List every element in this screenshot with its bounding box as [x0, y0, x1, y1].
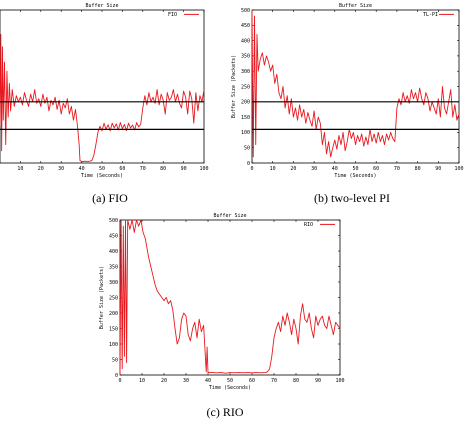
- legend-label: RIO: [304, 222, 313, 228]
- y-tick-label: 200: [241, 100, 250, 106]
- y-tick-label: 150: [109, 326, 118, 332]
- caption-two-level-pi: (b) two-level PI: [314, 191, 390, 205]
- x-tick-label: 0: [118, 378, 121, 384]
- y-tick-label: 250: [241, 84, 250, 90]
- chart-title: Buffer Size: [85, 3, 118, 9]
- x-tick-label: 20: [161, 378, 167, 384]
- x-tick-label: 40: [79, 166, 85, 172]
- y-tick-label: 500: [109, 218, 118, 224]
- x-tick-label: 90: [315, 378, 321, 384]
- y-tick-label: 0: [115, 373, 118, 379]
- chart-title: Buffer Size: [213, 213, 246, 219]
- x-tick-label: 40: [332, 166, 338, 172]
- x-axis-label: Time (Seconds): [209, 385, 251, 391]
- y-tick-label: 0: [247, 161, 250, 167]
- legend-label: TL-PI: [423, 12, 438, 18]
- x-tick-label: 10: [139, 378, 145, 384]
- x-tick-label: 70: [271, 378, 277, 384]
- x-tick-label: 50: [227, 378, 233, 384]
- x-tick-label: 80: [415, 166, 421, 172]
- x-tick-label: 80: [293, 378, 299, 384]
- x-tick-label: 20: [38, 166, 44, 172]
- y-tick-label: 150: [241, 115, 250, 121]
- x-tick-label: 50: [352, 166, 358, 172]
- y-axis-label: Buffer Size (Packets): [231, 55, 237, 118]
- x-axis-label: Time (Seconds): [334, 173, 376, 179]
- y-tick-label: 350: [109, 264, 118, 270]
- x-tick-label: 60: [373, 166, 379, 172]
- chart-rio: Buffer Size 0 10 20 30 40 50 60 70 80 90 100 0 50 100 1…: [99, 213, 345, 391]
- series-line: [119, 219, 341, 376]
- x-tick-label: 60: [249, 378, 255, 384]
- x-tick-label: 10: [270, 166, 276, 172]
- x-tick-label: 90: [181, 166, 187, 172]
- x-axis-label: Time (Seconds): [81, 173, 123, 179]
- y-tick-label: 400: [109, 249, 118, 255]
- x-tick-label: 70: [140, 166, 146, 172]
- x-tick-label: 50: [99, 166, 105, 172]
- caption-fio: (a) FIO: [92, 191, 128, 205]
- y-tick-label: 300: [241, 69, 250, 75]
- x-tick-label: 30: [58, 166, 64, 172]
- x-tick-label: 90: [435, 166, 441, 172]
- y-axis-label: Buffer Size (Packets): [99, 266, 105, 329]
- y-tick-label: 50: [112, 357, 118, 363]
- x-tick-label: 60: [119, 166, 125, 172]
- x-tick-label: 100: [199, 166, 208, 172]
- series-line: [251, 9, 460, 158]
- chart-title: Buffer Size: [339, 3, 372, 9]
- chart-panel-rio: Buffer Size 0 10 20 30 40 50 60 70 80 90 100 0 50 100 1…: [96, 207, 358, 399]
- x-tick-label: 0: [250, 166, 253, 172]
- y-tick-label: 50: [244, 146, 250, 152]
- y-tick-label: 450: [109, 233, 118, 239]
- x-tick-label: 80: [160, 166, 166, 172]
- legend-label: FIO: [168, 12, 177, 18]
- caption-rio: (c) RIO: [206, 405, 244, 419]
- x-tick-label: 70: [394, 166, 400, 172]
- y-tick-label: 100: [241, 130, 250, 136]
- x-tick-label: 10: [17, 166, 23, 172]
- x-tick-label: 40: [205, 378, 211, 384]
- series-line: [0, 34, 205, 162]
- y-tick-label: 250: [109, 295, 118, 301]
- y-tick-label: 450: [241, 23, 250, 29]
- plot-frame: [119, 219, 341, 376]
- chart-panel-two-level-pi: Buffer Size 0 10 20 30 40 50 60 70 80 90 100 0 50 100 1…: [224, 0, 474, 190]
- chart-fio: Buffer Size 10 20 30 40 50 60 70 80 90 100 Time (Se…: [0, 3, 209, 179]
- plot-frame: [0, 9, 205, 164]
- chart-two-level-pi: Buffer Size 0 10 20 30 40 50 60 70 80 90 100 0 50 100 1…: [231, 3, 464, 179]
- x-tick-label: 30: [183, 378, 189, 384]
- x-tick-label: 30: [311, 166, 317, 172]
- y-tick-label: 300: [109, 280, 118, 286]
- y-tick-label: 200: [109, 311, 118, 317]
- x-tick-label: 100: [335, 378, 344, 384]
- y-tick-label: 500: [241, 8, 250, 14]
- x-tick-label: 100: [454, 166, 463, 172]
- x-tick-label: 20: [290, 166, 296, 172]
- chart-panel-fio: Buffer Size 10 20 30 40 50 60 70 80 90 100 Time (Se…: [0, 0, 210, 190]
- y-tick-label: 400: [241, 38, 250, 44]
- y-tick-label: 350: [241, 54, 250, 60]
- y-tick-label: 100: [109, 342, 118, 348]
